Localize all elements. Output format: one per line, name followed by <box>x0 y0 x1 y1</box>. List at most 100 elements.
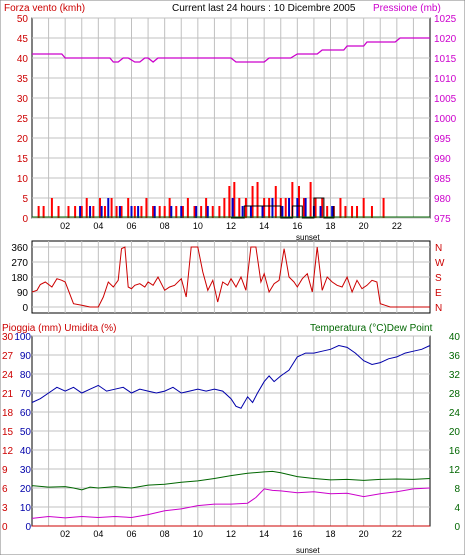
x-tick-label: 18 <box>325 221 335 231</box>
humidity-y-tick-label: 80 <box>20 370 32 381</box>
rain-y-tick-label: 15 <box>2 427 14 438</box>
pressure-axis-title: Pressione (mb) <box>373 3 441 14</box>
x-tick-label: 16 <box>292 221 302 231</box>
pressure-y-tick-label: 995 <box>434 134 451 145</box>
x-tick-label: 04 <box>93 221 103 231</box>
temperature-line <box>31 470 431 491</box>
temperature-y-tick-label: 20 <box>449 427 461 438</box>
temperature-y-tick-label: 12 <box>449 465 461 476</box>
pressure-y-tick-label: 990 <box>434 154 451 165</box>
x-tick-label: 14 <box>259 221 269 231</box>
compass-label: N <box>435 303 442 314</box>
wind-y-tick-label: 0 <box>22 214 28 225</box>
wind-y-tick-label: 10 <box>17 174 29 185</box>
wind-y-tick-label: 25 <box>17 114 29 125</box>
x-tick-label: 20 <box>359 529 369 539</box>
temperature-y-tick-label: 16 <box>449 446 461 457</box>
wind-y-tick-label: 40 <box>17 54 29 65</box>
pressure-y-tick-label: 1025 <box>434 14 457 25</box>
x-tick-label: 22 <box>392 529 402 539</box>
x-tick-label: 08 <box>160 221 170 231</box>
direction-y-tick-label: 270 <box>11 258 28 269</box>
pressure-y-tick-label: 1000 <box>434 114 457 125</box>
humidity-y-tick-label: 10 <box>20 503 32 514</box>
rain-y-tick-label: 0 <box>2 522 8 533</box>
x-tick-label: 14 <box>259 529 269 539</box>
direction-y-tick-label: 90 <box>17 288 29 299</box>
temperature-y-tick-label: 8 <box>454 484 460 495</box>
sunset-label-top: sunset <box>296 233 320 242</box>
direction-y-tick-label: 360 <box>11 243 28 254</box>
rain-y-tick-label: 3 <box>2 503 8 514</box>
x-tick-label: 12 <box>226 221 236 231</box>
rain-y-tick-label: 18 <box>2 408 14 419</box>
x-tick-label: 10 <box>193 529 203 539</box>
x-tick-label: 06 <box>126 529 136 539</box>
pressure-y-tick-label: 985 <box>434 174 451 185</box>
x-tick-label: 12 <box>226 529 236 539</box>
compass-label: W <box>435 258 445 269</box>
humidity-y-tick-label: 90 <box>20 351 32 362</box>
humidity-y-tick-label: 60 <box>20 408 32 419</box>
temperature-y-tick-label: 28 <box>449 389 461 400</box>
x-tick-label: 02 <box>60 221 70 231</box>
temperature-y-tick-label: 40 <box>449 332 461 343</box>
pressure-y-tick-label: 1020 <box>434 34 457 45</box>
humidity-y-tick-label: 100 <box>14 332 31 343</box>
wind-steps-line <box>231 197 335 219</box>
temperature-y-tick-label: 36 <box>449 351 461 362</box>
x-tick-label: 08 <box>160 529 170 539</box>
humidity-y-tick-label: 40 <box>20 446 32 457</box>
rain-y-tick-label: 9 <box>2 465 8 476</box>
x-tick-label: 18 <box>325 529 335 539</box>
pressure-y-tick-label: 1015 <box>434 54 457 65</box>
wind-y-tick-label: 5 <box>22 194 28 205</box>
humidity-y-tick-label: 0 <box>25 522 31 533</box>
pressure-y-tick-label: 1010 <box>434 74 457 85</box>
x-tick-label: 02 <box>60 529 70 539</box>
grid-layer <box>32 17 430 527</box>
rain-y-tick-label: 6 <box>2 484 8 495</box>
rain-y-tick-label: 27 <box>2 351 14 362</box>
x-tick-label: 20 <box>359 221 369 231</box>
x-tick-label: 04 <box>93 529 103 539</box>
wind-y-tick-label: 45 <box>17 34 29 45</box>
compass-label: S <box>435 273 442 284</box>
wind-y-tick-label: 35 <box>17 74 29 85</box>
direction-y-tick-label: 0 <box>22 303 28 314</box>
series-layer <box>31 37 431 527</box>
direction-line <box>31 246 430 308</box>
temperature-y-tick-label: 32 <box>449 370 461 381</box>
dewpoint-line <box>31 487 431 519</box>
rain-y-tick-label: 12 <box>2 446 14 457</box>
pressure-line <box>32 37 430 63</box>
humidity-line <box>31 344 431 409</box>
humidity-y-tick-label: 50 <box>20 427 32 438</box>
rain-y-tick-label: 24 <box>2 370 14 381</box>
compass-label: E <box>435 288 442 299</box>
wind-y-tick-label: 20 <box>17 134 29 145</box>
x-tick-label: 10 <box>193 221 203 231</box>
rain-y-tick-label: 21 <box>2 389 14 400</box>
chart-title: Current last 24 hours : 10 Dicembre 2005 <box>172 3 356 14</box>
x-tick-label: 22 <box>392 221 402 231</box>
humidity-y-tick-label: 70 <box>20 389 32 400</box>
temperature-y-tick-label: 24 <box>449 408 461 419</box>
sunset-label-bottom: sunset <box>296 546 320 555</box>
rain-axis-title: Pioggia (mm) Umidita (%) <box>2 323 116 334</box>
wind-y-tick-label: 15 <box>17 154 29 165</box>
compass-label: N <box>435 243 442 254</box>
x-tick-label: 16 <box>292 529 302 539</box>
pressure-y-tick-label: 980 <box>434 194 451 205</box>
x-tick-label: 06 <box>126 221 136 231</box>
temperature-y-tick-label: 0 <box>454 522 460 533</box>
pressure-y-tick-label: 1005 <box>434 94 457 105</box>
wind-y-tick-label: 30 <box>17 94 29 105</box>
rain-y-tick-label: 30 <box>2 332 14 343</box>
direction-y-tick-label: 180 <box>11 273 28 284</box>
humidity-y-tick-label: 20 <box>20 484 32 495</box>
wind-y-tick-label: 50 <box>17 14 29 25</box>
